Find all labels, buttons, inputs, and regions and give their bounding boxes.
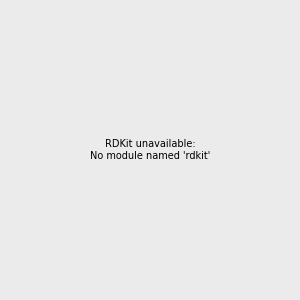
Text: RDKit unavailable:
No module named 'rdkit': RDKit unavailable: No module named 'rdki… xyxy=(90,139,210,161)
